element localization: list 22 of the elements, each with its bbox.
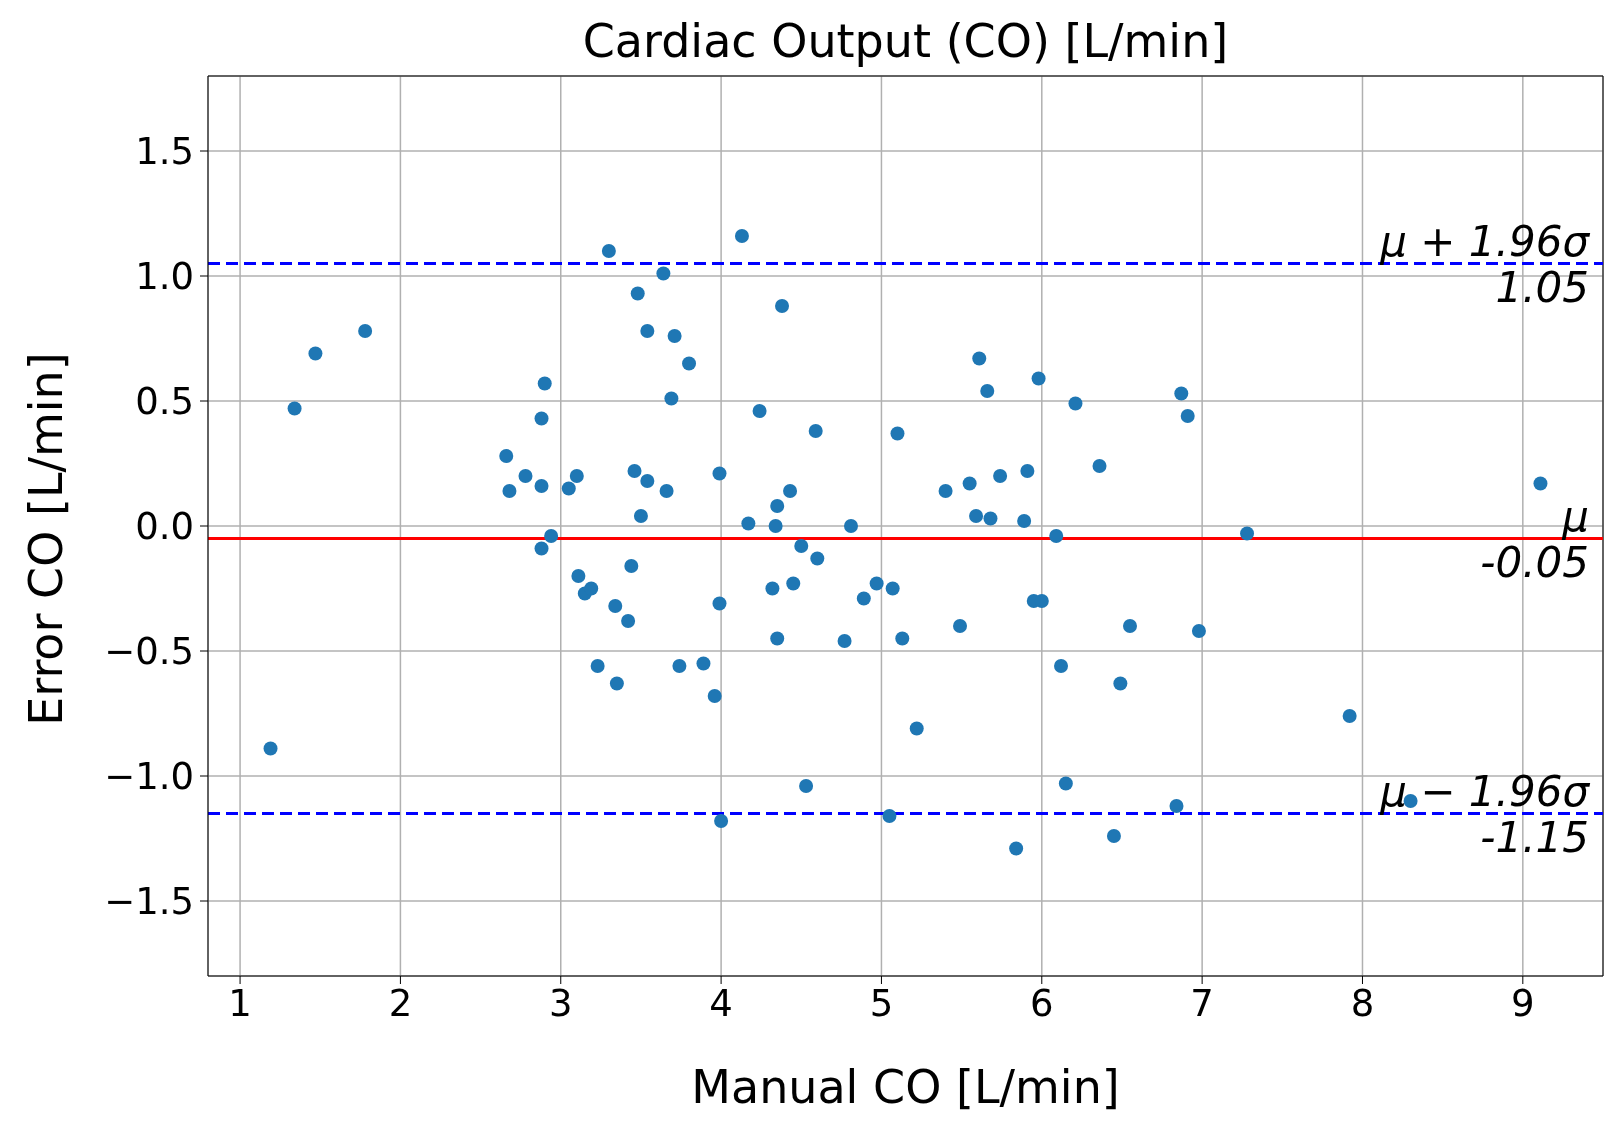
x-tick-label: 1 xyxy=(228,982,252,1026)
ref-line-label: μ − 1.96σ -1.15 xyxy=(1379,766,1591,862)
x-axis-title: Manual CO [L/min] xyxy=(690,1060,1121,1114)
y-tick-label: 1.0 xyxy=(135,255,194,299)
ref-line-label: μ + 1.96σ 1.05 xyxy=(1379,216,1591,312)
chart-title: Cardiac Output (CO) [L/min] xyxy=(581,14,1230,68)
y-axis-title: Error CO [L/min] xyxy=(19,351,73,726)
y-tick-label: −0.5 xyxy=(104,630,194,674)
y-tick-label: 1.5 xyxy=(135,130,194,174)
x-tick-label: 7 xyxy=(1190,982,1214,1026)
y-tick-label: −1.5 xyxy=(104,880,194,924)
y-tick-label: 0.5 xyxy=(135,380,194,424)
x-tick-label: 6 xyxy=(1030,982,1054,1026)
y-tick-label: −1.0 xyxy=(104,755,194,799)
y-tick-label: 0.0 xyxy=(135,505,194,549)
x-tick-label: 3 xyxy=(548,982,573,1026)
x-tick-label: 5 xyxy=(869,982,894,1026)
x-tick-label: 4 xyxy=(709,982,733,1026)
ref-line-label: μ -0.05 xyxy=(1480,491,1589,587)
x-tick-label: 8 xyxy=(1350,982,1375,1026)
x-tick-label: 9 xyxy=(1511,982,1535,1026)
x-tick-label: 2 xyxy=(388,982,413,1026)
